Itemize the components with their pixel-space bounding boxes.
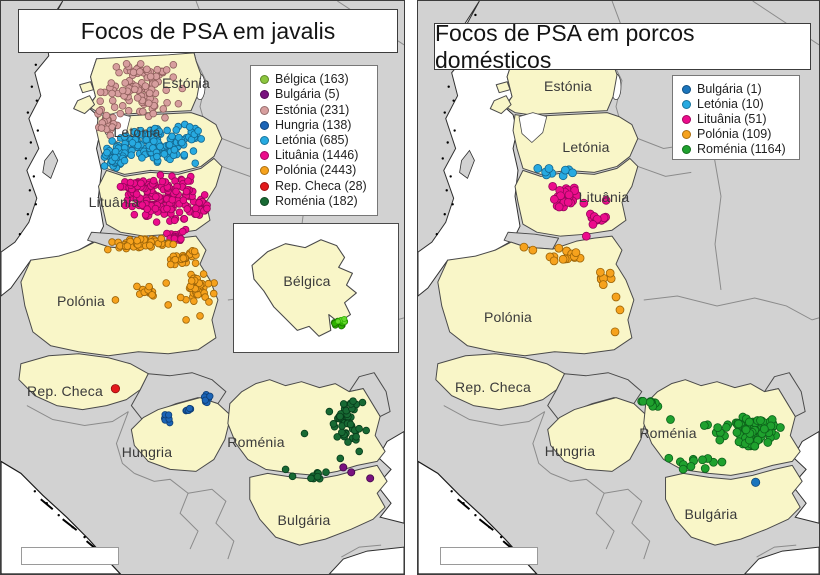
scale-bar: [440, 547, 538, 565]
legend-wild-boar: Bélgica (163) Bulgária (5) Estónia (231)…: [250, 65, 378, 216]
legend-domestic-pigs: Bulgária (1) Letónia (10) Lituânia (51) …: [672, 75, 800, 160]
legend-swatch: [260, 90, 269, 100]
legend-item-poland: Polónia (2443): [260, 163, 369, 178]
country-label-hungary: Hungria: [121, 444, 173, 460]
belgium-inset-map: [251, 239, 357, 337]
country-label-latvia: Letónia: [562, 139, 610, 155]
legend-item-latvia: Letónia (10): [682, 97, 791, 112]
country-label-estonia: Estónia: [543, 78, 593, 94]
legend-label: Bulgária (5): [275, 87, 340, 102]
legend-swatch: [260, 166, 269, 176]
legend-item-belgica: Bélgica (163): [260, 72, 369, 87]
legend-swatch: [260, 120, 269, 130]
map-canvas-domestic-pigs: [418, 1, 819, 574]
map-canvas-wild-boar: [1, 1, 404, 574]
country-label-estonia: Estónia: [161, 75, 211, 91]
country-label-hungary: Hungria: [544, 443, 596, 459]
legend-item-estonia: Estónia (231): [260, 103, 369, 118]
legend-item-bulgaria: Bulgária (5): [260, 87, 369, 102]
legend-label: Bulgária (1): [697, 82, 762, 96]
country-label-czech: Rep. Checa: [27, 383, 103, 399]
belgium-outbreak-dots: [330, 315, 349, 330]
outbreak-dots-layer: [519, 164, 785, 487]
outbreak-dots-layer: [94, 59, 375, 483]
legend-item-poland: Polónia (109): [682, 127, 791, 142]
country-label-romania: Roménia: [227, 434, 285, 450]
legend-swatch: [260, 196, 269, 206]
legend-label: Estónia (231): [275, 102, 350, 117]
country-label-bulgaria: Bulgária: [684, 506, 738, 522]
legend-item-lithuania: Lituânia (51): [682, 112, 791, 127]
legend-swatch: [682, 115, 691, 124]
country-label-poland: Polónia: [56, 293, 106, 309]
legend-swatch: [260, 181, 269, 191]
legend-label: Hungria (138): [275, 117, 352, 132]
legend-swatch: [260, 105, 269, 115]
legend-item-romania: Roménia (182): [260, 194, 369, 209]
country-label-bulgaria: Bulgária: [277, 512, 331, 528]
panel-wild-boar-map: Estónia Letónia Lituânia Polónia Rep. Ch…: [0, 0, 405, 575]
legend-swatch: [260, 135, 269, 145]
country-label-belgium: Bélgica: [283, 273, 331, 289]
legend-label: Letónia (10): [697, 97, 764, 111]
country-belgium: [251, 239, 357, 337]
legend-item-bulgaria: Bulgária (1): [682, 82, 791, 97]
map-title-wild-boar: Focos de PSA em javalis: [18, 9, 398, 53]
legend-item-czech: Rep. Checa (28): [260, 179, 369, 194]
legend-swatch: [682, 100, 691, 109]
scale-bar: [21, 547, 119, 565]
country-label-czech: Rep. Checa: [455, 379, 531, 395]
country-label-romania: Roménia: [639, 425, 697, 441]
legend-swatch: [682, 130, 691, 139]
map-title-text: Focos de PSA em porcos domésticos: [435, 19, 695, 73]
legend-label: Polónia (2443): [275, 163, 357, 178]
legend-swatch: [682, 85, 691, 94]
country-label-latvia: Letónia: [113, 124, 161, 140]
legend-swatch: [682, 145, 691, 154]
panel-domestic-pigs-map: Estónia Letónia Lituânia Polónia Rep. Ch…: [417, 0, 820, 575]
legend-item-hungary: Hungria (138): [260, 118, 369, 133]
legend-swatch: [260, 151, 269, 161]
legend-label: Lituânia (1446): [275, 148, 359, 163]
legend-label: Roménia (182): [275, 193, 358, 208]
belgium-inset: Bélgica: [233, 223, 399, 353]
legend-item-lithuania: Lituânia (1446): [260, 148, 369, 163]
legend-swatch: [260, 75, 269, 85]
legend-label: Lituânia (51): [697, 112, 767, 126]
legend-item-latvia: Letónia (685): [260, 133, 369, 148]
legend-label: Bélgica (163): [275, 72, 349, 87]
legend-label: Polónia (109): [697, 127, 772, 141]
legend-label: Letónia (685): [275, 132, 349, 147]
country-label-lithuania: Lituânia: [578, 189, 630, 205]
legend-label: Rep. Checa (28): [275, 178, 367, 193]
country-label-poland: Polónia: [483, 309, 533, 325]
country-label-lithuania: Lituânia: [88, 194, 140, 210]
map-title-domestic-pigs: Focos de PSA em porcos domésticos: [434, 20, 811, 73]
legend-label: Roménia (1164): [697, 142, 786, 156]
map-title-text: Focos de PSA em javalis: [80, 17, 336, 44]
legend-item-romania: Roménia (1164): [682, 142, 791, 157]
